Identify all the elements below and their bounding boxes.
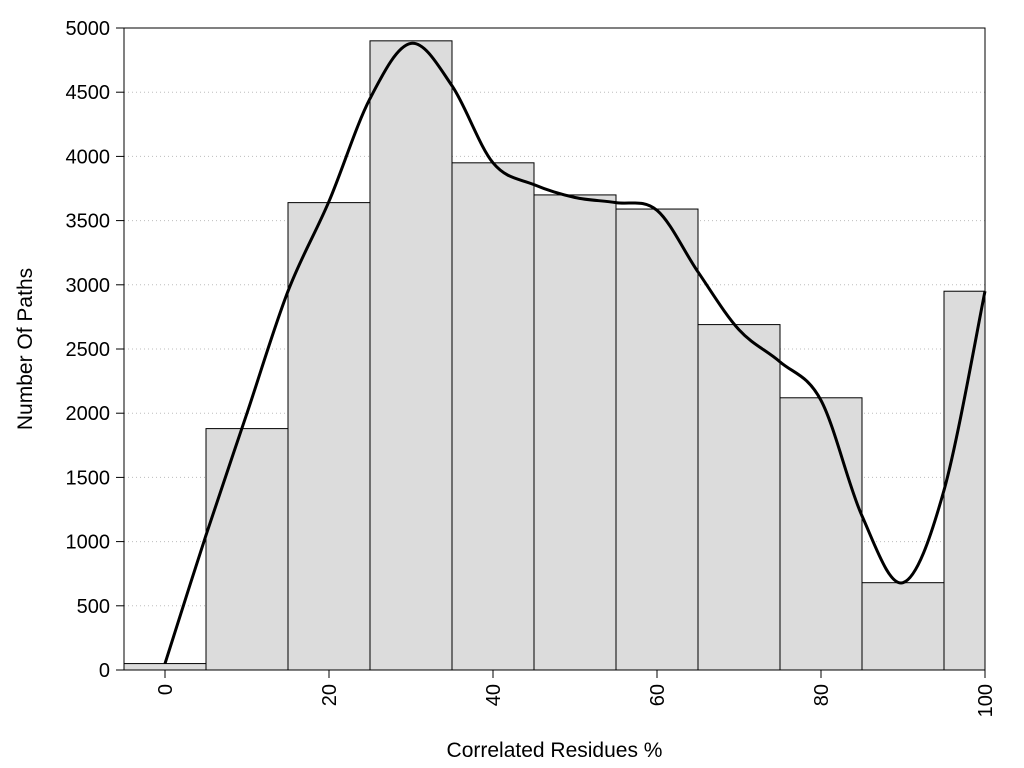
histogram-bar <box>205 428 289 671</box>
density-curve-layer <box>163 41 987 665</box>
histogram-bar <box>287 202 371 671</box>
density-curve <box>163 41 987 665</box>
x-tick-label: 80 <box>811 684 833 706</box>
x-tick-label: 100 <box>975 684 997 717</box>
y-tick-label: 500 <box>77 596 110 618</box>
y-tick-label: 5000 <box>66 18 111 40</box>
histogram-bar <box>533 194 617 671</box>
y-tick-label: 4000 <box>66 146 111 168</box>
x-tick-label: 40 <box>483 684 505 706</box>
y-tick-label: 2000 <box>66 403 111 425</box>
y-tick-label: 1500 <box>66 467 111 489</box>
histogram-bar <box>697 324 781 671</box>
y-tick-label: 2500 <box>66 339 111 361</box>
histogram-bar <box>943 290 986 671</box>
y-tick-label: 4500 <box>66 82 111 104</box>
x-axis: 0 20 40 60 80 100 <box>155 670 997 717</box>
x-tick-label: 20 <box>319 684 341 706</box>
histogram-bar <box>369 40 453 671</box>
histogram-bar <box>861 582 945 671</box>
y-tick-label: 3500 <box>66 211 111 233</box>
histogram-bar <box>779 397 863 671</box>
y-axis-title: Number Of Paths <box>14 268 37 430</box>
x-tick-label: 0 <box>155 684 177 695</box>
histogram-bars <box>123 40 986 671</box>
histogram-bar <box>123 663 207 671</box>
x-tick-label: 60 <box>647 684 669 706</box>
histogram-bar <box>615 208 699 671</box>
histogram-bar <box>451 162 535 671</box>
y-tick-label: 0 <box>99 660 110 682</box>
y-axis: 0 500 1000 1500 2000 2500 3000 3500 4000 4500 5000 <box>66 18 124 682</box>
y-tick-label: 3000 <box>66 275 111 297</box>
y-tick-label: 1000 <box>66 532 111 554</box>
x-axis-title: Correlated Residues % <box>447 739 663 762</box>
